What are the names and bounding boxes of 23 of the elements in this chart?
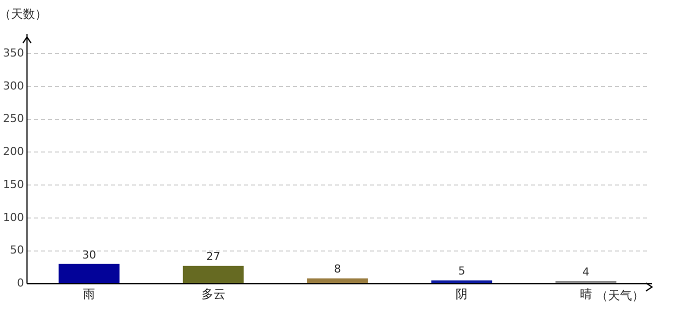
bar [307, 278, 368, 284]
bar [182, 266, 244, 284]
data-label: 8 [334, 262, 341, 276]
x-tick-label: 多云 [201, 286, 226, 301]
y-tick-label: 200 [2, 145, 24, 158]
y-tick-label: 150 [2, 178, 24, 191]
y-tick-label: 0 [16, 276, 24, 290]
x-tick-label: 阴 [456, 286, 468, 301]
bar [58, 264, 120, 284]
x-axis-title: （天气） [596, 288, 644, 303]
y-axis-title: （天数） [0, 7, 47, 22]
y-tick-label: 250 [2, 112, 24, 126]
x-tick-label: 雨 [83, 286, 96, 301]
y-tick-label: 300 [2, 79, 24, 92]
y-tick-label: 100 [2, 210, 24, 224]
y-tick-label: 350 [2, 46, 24, 60]
x-tick-label: 晴 [580, 286, 592, 301]
y-tick-label: 50 [10, 244, 24, 257]
bar [555, 280, 616, 284]
data-label: 4 [582, 265, 590, 278]
data-label: 27 [206, 250, 220, 264]
data-label: 30 [82, 248, 96, 262]
data-label: 5 [458, 264, 466, 278]
